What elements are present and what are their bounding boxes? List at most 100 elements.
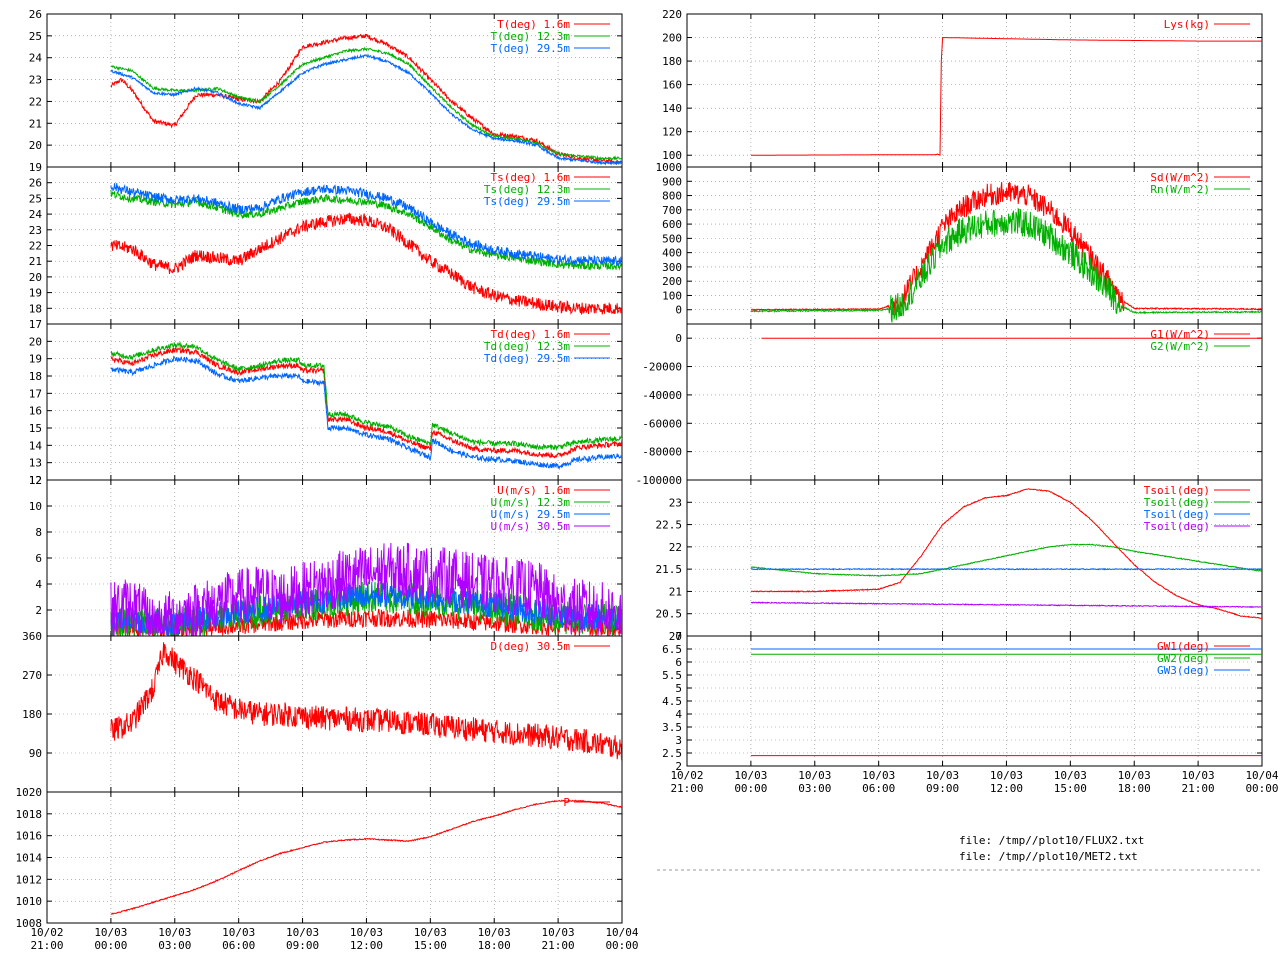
- ytick-label-GW-6: 5: [675, 682, 682, 695]
- xtick-day-right-2: 10/03: [798, 769, 831, 782]
- series-line-Ts-0: [110, 212, 622, 315]
- ytick-label-T-1: 20: [29, 139, 42, 152]
- ytick-label-G-5: 0: [675, 332, 682, 345]
- xtick-day-left-5: 10/03: [350, 926, 383, 939]
- ytick-label-P-2: 1012: [16, 873, 43, 886]
- xtick-time-right-9: 00:00: [1245, 782, 1278, 795]
- legend-label-T-1: T(deg) 12.3m: [491, 30, 571, 43]
- ytick-label-T-3: 22: [29, 95, 42, 108]
- ytick-label-Td-5: 17: [29, 387, 42, 400]
- legend-label-Ts-2: Ts(deg) 29.5m: [484, 195, 570, 208]
- ytick-label-Lys-6: 220: [662, 8, 682, 21]
- xtick-day-left-2: 10/03: [158, 926, 191, 939]
- ytick-label-Tsoil-2: 21: [669, 585, 682, 598]
- series-line-Tsoil-0: [750, 488, 1262, 619]
- ytick-label-Td-2: 14: [29, 439, 43, 452]
- ytick-label-D-1: 180: [22, 708, 42, 721]
- panel-U: 2 4 6 8 10 12 U(m/s) 1.6mU(m/s) 12.3mU(m/s) 29…: [29, 474, 623, 637]
- series-line-T-0: [110, 33, 622, 165]
- ytick-label-Ts-3: 20: [29, 271, 42, 284]
- ytick-label-U-3: 8: [35, 526, 42, 539]
- legend-label-Td-2: Td(deg) 29.5m: [484, 352, 570, 365]
- xtick-time-left-8: 21:00: [542, 939, 575, 952]
- ytick-label-P-3: 1014: [16, 852, 43, 865]
- ytick-label-Rad-8: 800: [662, 190, 682, 203]
- series-line-Td-0: [110, 346, 622, 459]
- xtick-time-left-5: 12:00: [350, 939, 383, 952]
- xtick-time-left-6: 15:00: [414, 939, 447, 952]
- ytick-label-Ts-8: 25: [29, 192, 42, 205]
- ytick-label-T-7: 26: [29, 8, 42, 21]
- xtick-day-left-8: 10/03: [542, 926, 575, 939]
- series-line-Tsoil-3: [750, 601, 1262, 609]
- series-line-T-1: [110, 46, 622, 161]
- ytick-label-Td-3: 15: [29, 422, 42, 435]
- xtick-time-right-4: 09:00: [926, 782, 959, 795]
- ytick-label-Td-6: 18: [29, 370, 42, 383]
- panel-D: 90 180 270 360 D(deg) 30.5m: [22, 630, 623, 793]
- legend-label-U-1: U(m/s) 12.3m: [491, 496, 571, 509]
- xtick-time-left-2: 03:00: [158, 939, 191, 952]
- ytick-label-Td-1: 13: [29, 457, 42, 470]
- legend-label-Tsoil-2: Tsoil(deg): [1144, 508, 1210, 521]
- ytick-label-Ts-6: 23: [29, 224, 42, 237]
- ytick-label-Rad-5: 500: [662, 232, 682, 245]
- panel-GW: 22.533.544.555.566.57 GW1(deg)GW2(deg)GW3…: [662, 630, 1263, 773]
- legend-label-Tsoil-1: Tsoil(deg): [1144, 496, 1210, 509]
- panel-P: 1008 1010 1012 1014 1016 1018 1020 P: [16, 786, 623, 930]
- xtick-time-left-7: 18:00: [478, 939, 511, 952]
- ytick-label-Rad-4: 400: [662, 247, 682, 260]
- ytick-label-G-2: -60000: [642, 417, 682, 430]
- legend-label-Rad-1: Rn(W/m^2): [1150, 183, 1210, 196]
- ytick-label-P-4: 1016: [16, 830, 43, 843]
- xtick-day-left-3: 10/03: [222, 926, 255, 939]
- ytick-label-Tsoil-3: 21.5: [656, 563, 683, 576]
- xtick-time-right-6: 15:00: [1054, 782, 1087, 795]
- legend-label-T-2: T(deg) 29.5m: [491, 42, 571, 55]
- legend-label-Tsoil-3: Tsoil(deg): [1144, 520, 1210, 533]
- ytick-label-G-0: -100000: [636, 474, 682, 487]
- ytick-label-GW-4: 4: [675, 708, 682, 721]
- xtick-day-right-0: 10/02: [670, 769, 703, 782]
- xtick-time-left-9: 00:00: [605, 939, 638, 952]
- xtick-time-left-0: 21:00: [30, 939, 63, 952]
- ytick-label-GW-9: 6.5: [662, 643, 682, 656]
- legend-label-Ts-1: Ts(deg) 12.3m: [484, 183, 570, 196]
- series-line-D-0: [110, 642, 622, 761]
- series-line-Lys-0: [750, 36, 1262, 156]
- ytick-label-P-6: 1020: [16, 786, 43, 799]
- ytick-label-Ts-7: 24: [29, 208, 43, 221]
- ytick-label-U-0: 2: [35, 604, 42, 617]
- xtick-day-left-0: 10/02: [30, 926, 63, 939]
- ytick-label-P-5: 1018: [16, 808, 43, 821]
- ytick-label-Rad-0: 0: [675, 304, 682, 317]
- ytick-label-T-5: 24: [29, 52, 43, 65]
- legend-label-D-0: D(deg) 30.5m: [491, 640, 571, 653]
- legend-label-U-3: U(m/s) 30.5m: [491, 520, 571, 533]
- ytick-label-U-5: 12: [29, 474, 42, 487]
- legend-label-T-0: T(deg) 1.6m: [497, 18, 570, 31]
- ytick-label-Tsoil-6: 23: [669, 496, 682, 509]
- ytick-label-G-4: -20000: [642, 361, 682, 374]
- series-line-Td-2: [110, 355, 622, 471]
- ytick-label-Tsoil-5: 22.5: [656, 519, 683, 532]
- ytick-label-U-4: 10: [29, 500, 42, 513]
- ytick-label-Tsoil-4: 22: [669, 541, 682, 554]
- ytick-label-Rad-3: 300: [662, 261, 682, 274]
- legend-label-Lys-0: Lys(kg): [1164, 18, 1210, 31]
- xtick-day-right-5: 10/03: [990, 769, 1023, 782]
- ytick-label-Lys-4: 180: [662, 55, 682, 68]
- ytick-label-Ts-9: 26: [29, 177, 42, 190]
- legend-label-G-0: G1(W/m^2): [1150, 328, 1210, 341]
- ytick-label-Ts-4: 21: [29, 255, 42, 268]
- legend-label-U-0: U(m/s) 1.6m: [497, 484, 570, 497]
- legend-label-GW-1: GW2(deg): [1157, 652, 1210, 665]
- panel-frame-Lys: [686, 13, 1263, 168]
- ytick-label-T-4: 23: [29, 74, 42, 87]
- ytick-label-GW-3: 3.5: [662, 721, 682, 734]
- xtick-time-left-3: 06:00: [222, 939, 255, 952]
- series-line-Td-1: [110, 341, 622, 452]
- ytick-label-GW-0: 2: [675, 760, 682, 773]
